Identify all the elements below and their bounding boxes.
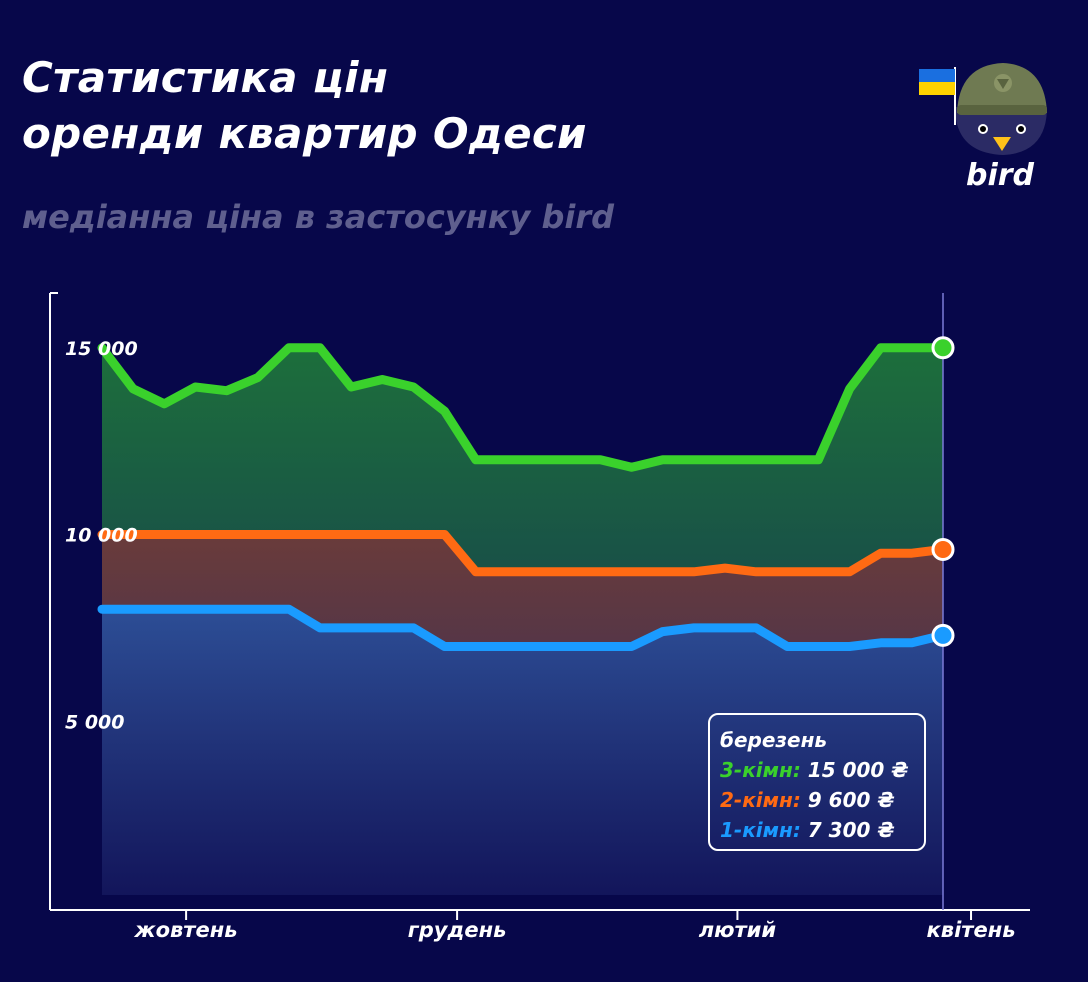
legend-label-2-room: 2-кімн:: [720, 788, 801, 812]
legend-label-1-room: 1-кімн:: [720, 818, 801, 842]
y-tick-label-2: 5 000: [65, 711, 125, 733]
endpoint-dot-1-room: [931, 623, 955, 647]
legend-row-2-room: 2-кімн: 9 600 ₴: [720, 785, 924, 815]
legend-value-2-room: 9 600 ₴: [807, 788, 895, 812]
bird-logo-icon: [919, 63, 1047, 155]
x-tick-label-3: квітень: [927, 918, 1016, 942]
legend-label-3-room: 3-кімн:: [720, 758, 801, 782]
endpoint-dot-3-room: [931, 336, 955, 360]
series-line-1-room: [97, 604, 948, 651]
x-tick-label-1: грудень: [408, 918, 507, 942]
bird-logo-text: bird: [966, 158, 1035, 193]
y-tick-label-0: 15 000: [65, 338, 138, 360]
legend-row-1-room: 1-кімн: 7 300 ₴: [720, 815, 924, 845]
legend-box: березень 3-кімн: 15 000 ₴ 2-кімн: 9 600 …: [708, 713, 926, 851]
x-tick-label-0: жовтень: [134, 918, 238, 942]
chart-subtitle: медіанна ціна в застосунку bird: [22, 198, 615, 236]
chart-title: Статистика цін оренди квартир Одеси: [22, 50, 587, 162]
series-line-3-room: [97, 343, 948, 472]
legend-value-1-room: 7 300 ₴: [807, 818, 895, 842]
legend-title: березень: [720, 728, 828, 752]
series-line-2-room: [97, 530, 948, 577]
x-tick-label-2: лютий: [699, 918, 777, 942]
area-1-room: [102, 609, 943, 895]
y-tick-label-1: 10 000: [65, 525, 138, 547]
endpoint-dot-2-room: [931, 537, 955, 561]
chart-title-line-2: оренди квартир Одеси: [22, 109, 587, 158]
legend-row-3-room: 3-кімн: 15 000 ₴: [720, 755, 924, 785]
legend-value-3-room: 15 000 ₴: [807, 758, 909, 782]
chart-title-line-1: Статистика цін: [22, 53, 389, 102]
